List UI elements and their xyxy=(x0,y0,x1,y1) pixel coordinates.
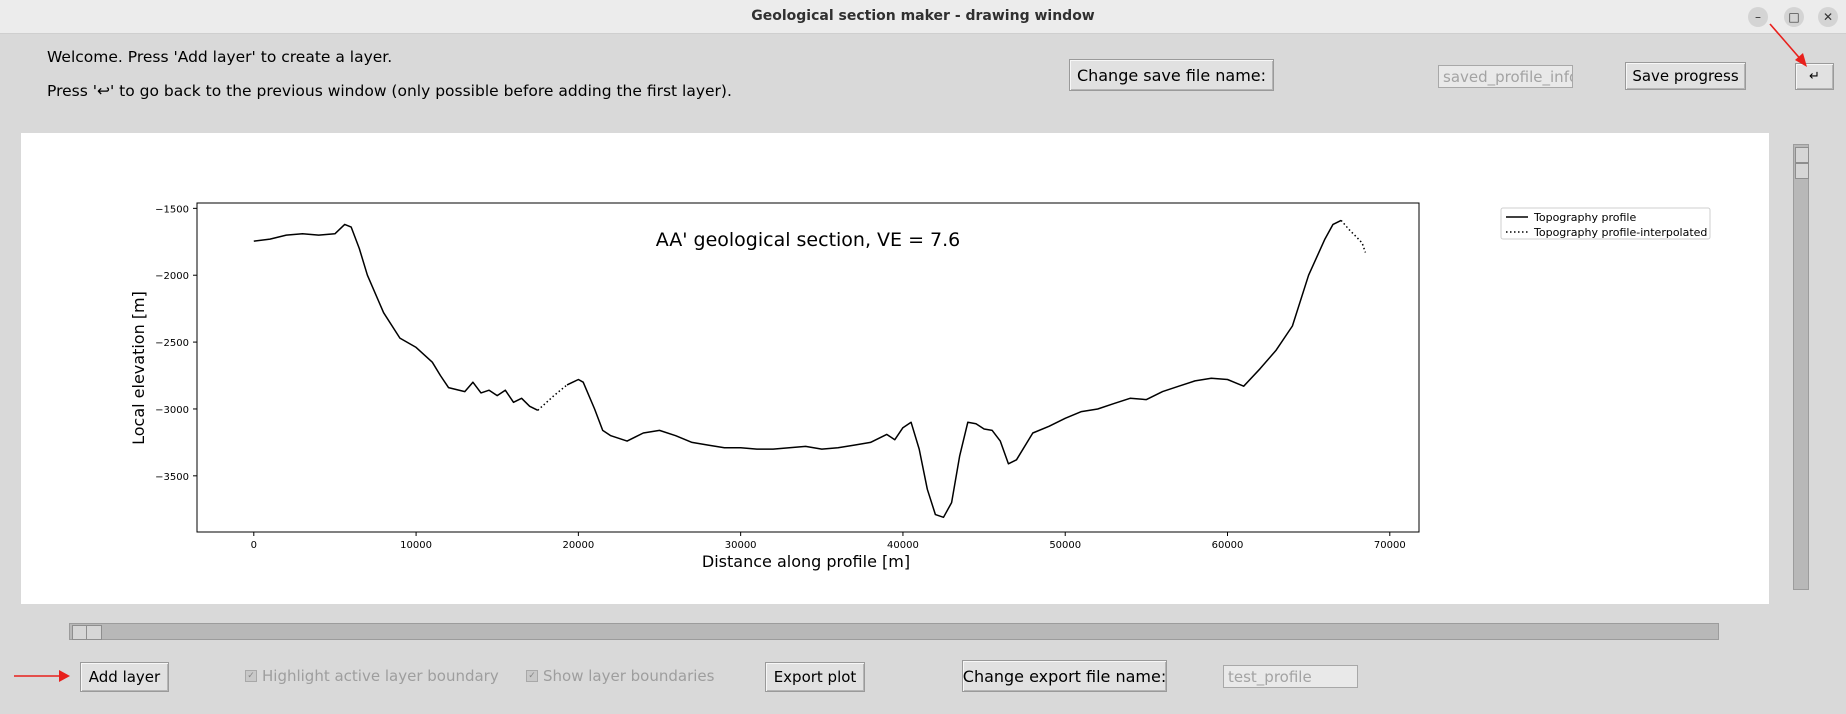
vertical-scrollbar[interactable] xyxy=(1793,144,1809,590)
y-tick-label: −3000 xyxy=(155,405,189,416)
x-tick-label: 20000 xyxy=(562,540,594,551)
close-button[interactable]: ✕ xyxy=(1818,7,1838,27)
topography-interpolated-line xyxy=(1340,219,1367,253)
x-axis-label: Distance along profile [m] xyxy=(702,552,910,571)
x-tick-label: 30000 xyxy=(725,540,757,551)
legend: Topography profile Topography profile-in… xyxy=(1500,207,1711,240)
x-tick-label: 70000 xyxy=(1374,540,1406,551)
back-button[interactable]: ↵ xyxy=(1795,63,1834,90)
annotation-arrow-icon xyxy=(1769,23,1807,67)
plot-frame xyxy=(196,202,1420,533)
add-layer-button[interactable]: Add layer xyxy=(80,662,169,692)
horizontal-scrollbar[interactable] xyxy=(69,623,1719,640)
x-tick-label: 0 xyxy=(251,540,257,551)
maximize-button[interactable]: □ xyxy=(1784,7,1804,27)
vertical-scroll-thumb-top[interactable] xyxy=(1795,147,1809,163)
highlight-active-layer-checkbox[interactable]: ✓ Highlight active layer boundary xyxy=(245,667,499,685)
legend-solid-label: Topography profile xyxy=(1533,211,1636,224)
change-save-file-name-button[interactable]: Change save file name: xyxy=(1069,59,1274,91)
horizontal-scroll-thumb-handle[interactable] xyxy=(86,625,102,640)
highlight-active-layer-label: Highlight active layer boundary xyxy=(262,667,499,685)
annotation-arrow-icon xyxy=(14,670,70,682)
save-progress-button[interactable]: Save progress xyxy=(1625,62,1746,90)
checkbox-icon[interactable]: ✓ xyxy=(526,670,538,682)
save-file-name-input[interactable]: saved_profile_info.t xyxy=(1438,65,1573,88)
checkbox-icon[interactable]: ✓ xyxy=(245,670,257,682)
x-tick-label: 40000 xyxy=(887,540,919,551)
x-tick-label: 60000 xyxy=(1212,540,1244,551)
y-tick-label: −1500 xyxy=(155,204,189,215)
export-plot-button[interactable]: Export plot xyxy=(765,662,865,692)
back-hint-text: Press '↩' to go back to the previous win… xyxy=(47,82,732,100)
topography-interpolated-line xyxy=(537,384,568,411)
y-axis-label: Local elevation [m] xyxy=(129,291,148,445)
legend-dotted-label: Topography profile-interpolated xyxy=(1533,226,1707,239)
vertical-scroll-thumb-handle[interactable] xyxy=(1795,163,1809,179)
show-layer-boundaries-checkbox[interactable]: ✓ Show layer boundaries xyxy=(526,667,714,685)
show-layer-boundaries-label: Show layer boundaries xyxy=(543,667,715,685)
title-bar: Geological section maker - drawing windo… xyxy=(0,0,1846,34)
plot-canvas: 0 10000 20000 30000 40000 50000 60000 70000 −15… xyxy=(21,133,1769,604)
topography-profile-line xyxy=(253,223,539,411)
profile-chart: 0 10000 20000 30000 40000 50000 60000 70000 −15… xyxy=(129,202,1711,571)
window-title: Geological section maker - drawing windo… xyxy=(751,8,1095,24)
change-export-file-name-button[interactable]: Change export file name: xyxy=(962,660,1167,692)
x-tick-label: 50000 xyxy=(1049,540,1081,551)
topography-profile-line xyxy=(566,219,1342,519)
x-tick-label: 10000 xyxy=(400,540,432,551)
chart-title: AA' geological section, VE = 7.6 xyxy=(656,229,961,251)
export-file-name-input[interactable]: test_profile xyxy=(1223,665,1358,688)
y-tick-label: −2500 xyxy=(155,338,189,349)
minimize-button[interactable]: – xyxy=(1748,7,1768,27)
y-tick-label: −2000 xyxy=(155,271,189,282)
y-tick-label: −3500 xyxy=(155,472,189,483)
welcome-text: Welcome. Press 'Add layer' to create a l… xyxy=(47,48,393,66)
